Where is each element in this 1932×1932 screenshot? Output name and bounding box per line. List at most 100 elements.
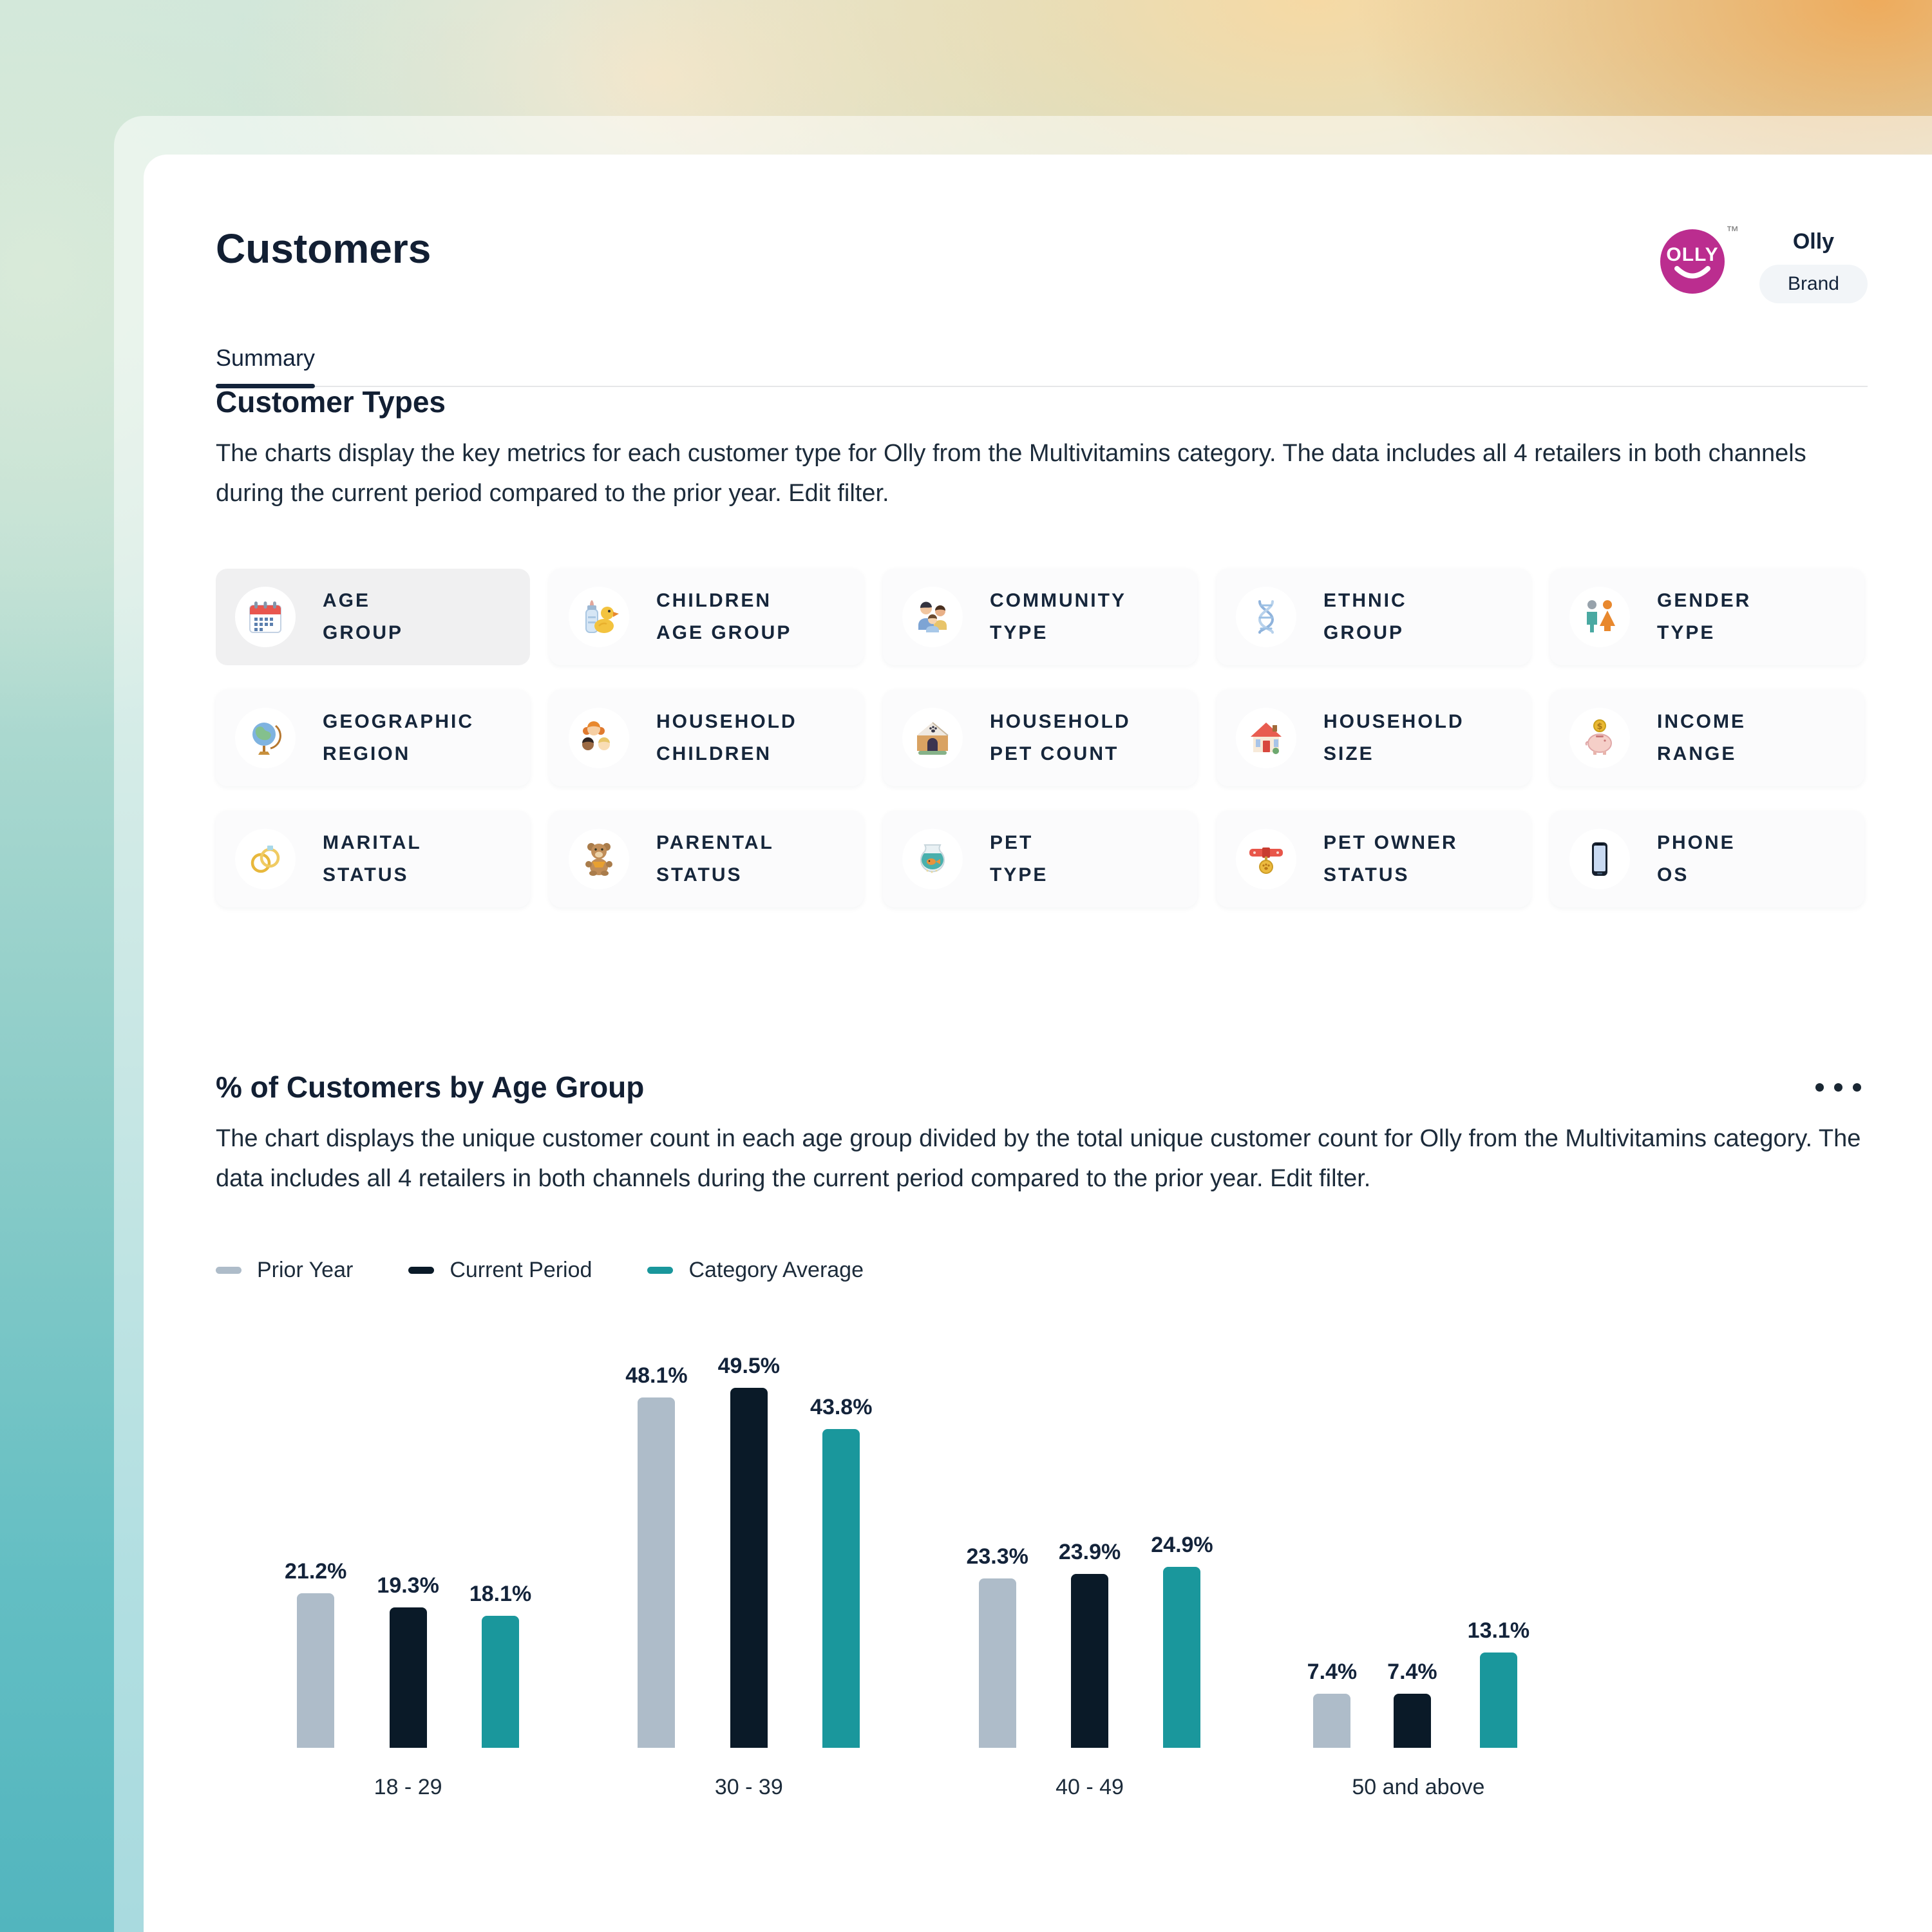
customer-type-label: GEOGRAPHIC REGION (323, 711, 475, 764)
customer-type-card-pet-type[interactable]: PET TYPE (883, 811, 1197, 907)
chart-heading-row: % of Customers by Age Group (216, 1072, 1868, 1102)
customer-types-description: The charts display the key metrics for e… (216, 433, 1868, 513)
children-faces-icon (569, 708, 629, 768)
description-text: category. The data includes all 4 retail… (216, 1125, 1861, 1192)
ellipsis-dot (1853, 1083, 1861, 1092)
page-header: Customers OLLY ™ Olly Brand (216, 224, 1868, 303)
bar-value-label: 18.1% (469, 1582, 532, 1606)
family-icon (902, 587, 963, 647)
description-text: The chart displays the unique customer c… (216, 1125, 1566, 1152)
category-label: 30 - 39 (714, 1775, 783, 1799)
baby-bottle-duck-icon (569, 587, 629, 647)
bar-value-label: 23.9% (1058, 1540, 1121, 1564)
piggy-bank-icon: $ (1569, 708, 1630, 768)
chart-description: The chart displays the unique customer c… (216, 1119, 1868, 1198)
customer-type-label: MARITAL STATUS (323, 832, 422, 886)
customer-type-card-children-age-group[interactable]: CHILDREN AGE GROUP (549, 569, 864, 665)
bar-value-label: 13.1% (1467, 1618, 1530, 1643)
category-label: 18 - 29 (374, 1775, 442, 1799)
bar (297, 1593, 335, 1748)
tab-summary[interactable]: Summary (216, 345, 316, 388)
house-icon (1236, 708, 1296, 768)
edit-filter-link[interactable]: Edit filter (788, 480, 883, 507)
edit-filter-link[interactable]: Edit filter (1270, 1165, 1364, 1192)
more-options-button[interactable] (1809, 1077, 1868, 1098)
olly-logo-icon: OLLY (1660, 229, 1725, 294)
customer-type-card-parental-status[interactable]: PARENTAL STATUS (549, 811, 864, 907)
smartphone-icon (1569, 829, 1630, 889)
bar (1071, 1574, 1109, 1748)
calendar-icon (235, 587, 296, 647)
customer-type-card-household-size[interactable]: HOUSEHOLD SIZE (1217, 690, 1531, 786)
customer-types-section: Customer Types The charts display the ke… (216, 387, 1868, 907)
customer-type-card-community-type[interactable]: COMMUNITY TYPE (883, 569, 1197, 665)
bars-row: 48.1% 49.5% 43.8% (625, 1341, 872, 1748)
gender-figures-icon (1569, 587, 1630, 647)
page-title: Customers (216, 225, 431, 272)
doghouse-icon (902, 708, 963, 768)
multivitamins-link[interactable]: Multivitamins (1565, 1125, 1707, 1152)
bar (1163, 1567, 1201, 1748)
svg-text:$: $ (1596, 722, 1602, 732)
bar-category-average: 18.1% (469, 1582, 531, 1748)
customer-types-grid: AGE GROUP CHILDREN AGE GROUP COMMUNITY TYPE ET… (216, 569, 1868, 907)
customer-type-card-gender-type[interactable]: GENDER TYPE (1550, 569, 1864, 665)
customer-type-label: PARENTAL STATUS (656, 832, 774, 886)
customer-type-label: CHILDREN AGE GROUP (656, 590, 792, 643)
brand-block: OLLY ™ Olly Brand (1659, 224, 1868, 303)
legend-item-prior-year[interactable]: Prior Year (216, 1258, 353, 1283)
customer-type-card-geographic-region[interactable]: GEOGRAPHIC REGION (216, 690, 530, 786)
customer-type-card-age-group[interactable]: AGE GROUP (216, 569, 530, 665)
bar-value-label: 19.3% (377, 1573, 439, 1598)
rings-icon (235, 829, 296, 889)
brand-info: Olly Brand (1759, 229, 1868, 303)
tab-bar: Summary (216, 345, 1868, 388)
customer-type-card-pet-owner-status[interactable]: PET OWNER STATUS (1217, 811, 1531, 907)
legend-label: Category Average (688, 1258, 864, 1282)
bar-prior-year: 21.2% (285, 1559, 346, 1748)
teddy-bear-icon (569, 829, 629, 889)
legend-marker (216, 1267, 242, 1274)
customer-type-card-household-pet-count[interactable]: HOUSEHOLD PET COUNT (883, 690, 1197, 786)
bar-category-average: 43.8% (810, 1395, 872, 1748)
ellipsis-dot (1815, 1083, 1824, 1092)
bar-value-label: 43.8% (810, 1395, 873, 1419)
bar-current-period: 49.5% (718, 1354, 780, 1748)
customer-type-label: HOUSEHOLD CHILDREN (656, 711, 797, 764)
chart-group-30---39: 48.1% 49.5% 43.8% 30 - 39 (625, 1341, 872, 1800)
category-label: 40 - 49 (1056, 1775, 1124, 1799)
bar-value-label: 7.4% (1307, 1660, 1358, 1684)
chart-group-40---49: 23.3% 23.9% 24.9% 40 - 49 (966, 1341, 1213, 1800)
customer-type-card-income-range[interactable]: $ INCOME RANGE (1550, 690, 1864, 786)
description-text: . (1363, 1165, 1371, 1192)
customer-type-label: PET OWNER STATUS (1323, 832, 1458, 886)
multivitamins-link[interactable]: Multivitamins (1028, 440, 1171, 467)
legend-label: Prior Year (257, 1258, 354, 1282)
bar (638, 1397, 676, 1748)
customer-type-label: PET TYPE (990, 832, 1048, 886)
customer-type-label: INCOME RANGE (1657, 711, 1746, 764)
description-text: The charts display the key metrics for e… (216, 440, 1029, 467)
bar-category-average: 24.9% (1151, 1533, 1213, 1748)
customer-type-card-marital-status[interactable]: MARITAL STATUS (216, 811, 530, 907)
customer-type-card-ethnic-group[interactable]: ETHNIC GROUP (1217, 569, 1531, 665)
legend-label: Current Period (450, 1258, 592, 1282)
customer-type-card-phone-os[interactable]: PHONE OS (1550, 811, 1864, 907)
bar-category-average: 13.1% (1468, 1618, 1530, 1748)
customer-type-label: ETHNIC GROUP (1323, 590, 1407, 643)
bar-value-label: 23.3% (966, 1544, 1028, 1569)
customer-type-label: GENDER TYPE (1657, 590, 1752, 643)
legend-item-category-average[interactable]: Category Average (647, 1258, 864, 1283)
bar-current-period: 19.3% (377, 1573, 439, 1748)
chart-legend: Prior Year Current Period Category Average (216, 1258, 1868, 1283)
bar-value-label: 24.9% (1151, 1533, 1213, 1557)
customer-type-card-household-children[interactable]: HOUSEHOLD CHILDREN (549, 690, 864, 786)
legend-item-current-period[interactable]: Current Period (408, 1258, 592, 1283)
customer-type-label: HOUSEHOLD PET COUNT (990, 711, 1131, 764)
legend-marker (408, 1267, 435, 1274)
age-group-chart: 21.2% 19.3% 18.1% 18 - 29 48.1% 49.5% 43.8% 30 … (216, 1341, 1868, 1800)
chart-group-50-and-above: 7.4% 7.4% 13.1% 50 and above (1307, 1341, 1530, 1800)
chart-group-18---29: 21.2% 19.3% 18.1% 18 - 29 (285, 1341, 531, 1800)
bar-prior-year: 48.1% (625, 1363, 688, 1748)
bar (1313, 1694, 1351, 1748)
